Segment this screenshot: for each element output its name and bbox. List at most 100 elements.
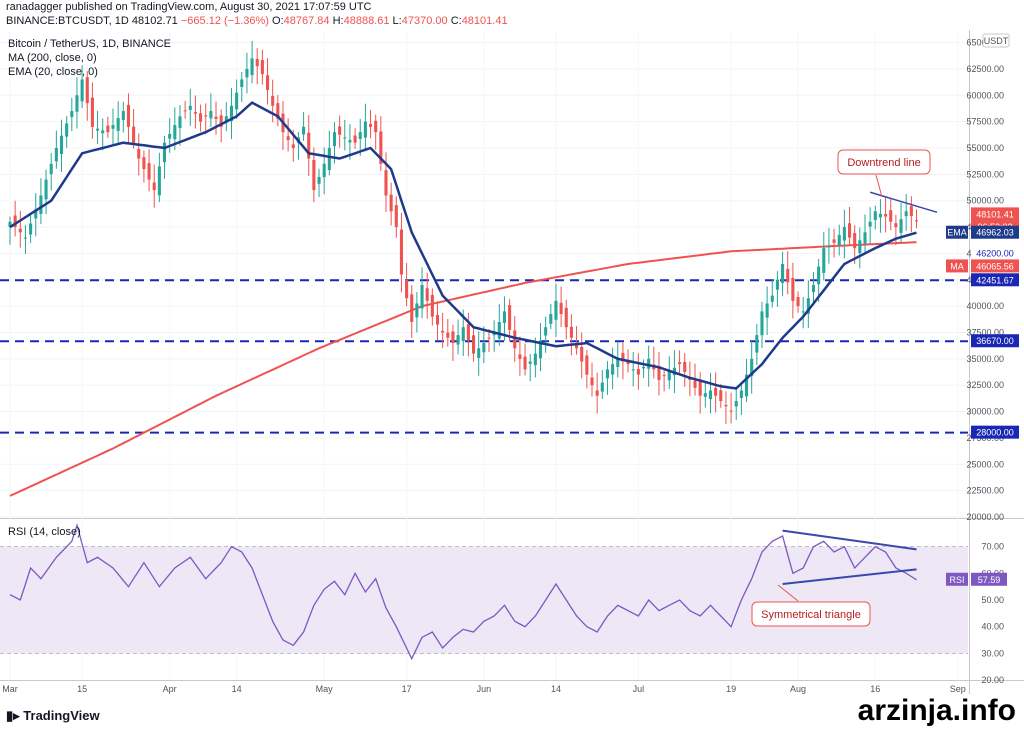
tv-logo-text: TradingView <box>23 708 100 723</box>
candle-body <box>430 295 434 317</box>
candle-body <box>327 147 331 171</box>
candle-body <box>142 157 146 170</box>
price-tick-label: 50000.00 <box>966 196 1004 206</box>
candle-body <box>832 239 836 243</box>
candle-body <box>65 123 69 137</box>
time-tick-label: Jun <box>477 684 492 694</box>
candle-body <box>791 277 795 301</box>
candle-body <box>420 285 424 309</box>
candle-body <box>49 163 53 175</box>
candle-body <box>250 58 254 76</box>
candle-body <box>600 382 604 392</box>
candle-body <box>914 220 919 222</box>
price-tags: 48101.4106:52:0346962.0346200.0046065.56… <box>946 207 1019 586</box>
candle-body <box>549 314 553 324</box>
triangle-callout: Symmetrical triangle <box>751 584 871 627</box>
close-value: 48101.41 <box>461 15 508 27</box>
candle-body <box>322 163 326 178</box>
candle-body <box>837 234 841 246</box>
candle-body <box>394 205 398 228</box>
candle-body <box>904 211 908 217</box>
rsi-path <box>9 523 917 661</box>
triangle-callout-text: Symmetrical triangle <box>761 609 861 621</box>
rsi-tick-label: 70.00 <box>981 542 1004 552</box>
candle-body <box>621 352 625 362</box>
ma200-path <box>9 241 917 497</box>
time-tick-label: Aug <box>790 684 806 694</box>
candle-body <box>518 354 522 359</box>
candle-body <box>240 79 244 87</box>
candle-body <box>23 237 27 239</box>
time-tick-label: Mar <box>2 684 18 694</box>
price-tick-label: 22500.00 <box>966 486 1004 496</box>
price-tick-label: 52500.00 <box>966 169 1004 179</box>
candle-body <box>348 140 352 143</box>
price-tick-label: 20000.00 <box>966 512 1004 522</box>
candle-body <box>137 149 141 159</box>
candle-body <box>75 95 79 112</box>
triangle-lower-line <box>782 568 917 585</box>
candle-body <box>265 75 270 90</box>
candle-body <box>894 223 898 228</box>
chart-canvas[interactable]: 20000.0022500.0025000.0027500.0030000.00… <box>0 30 1024 700</box>
candle-body <box>647 358 651 369</box>
legend-rsi: RSI (14, close) <box>8 526 81 538</box>
candle-body <box>183 110 187 112</box>
candle-body <box>245 68 249 78</box>
candle-body <box>657 365 661 380</box>
candle-body <box>636 369 640 375</box>
level-42451-tag-bg <box>971 273 1019 287</box>
candle-body <box>39 195 43 214</box>
candle-body <box>157 166 161 196</box>
low-value: 47370.00 <box>401 15 448 27</box>
price-tick-label: 25000.00 <box>966 459 1004 469</box>
candle-body <box>59 135 64 155</box>
candle-body <box>399 229 403 275</box>
candle-body <box>585 355 589 375</box>
ma-value-tag-bg <box>971 259 1019 273</box>
price-legend: Bitcoin / TetherUS, 1D, BINANCE MA (200,… <box>8 37 171 79</box>
tradingview-logo[interactable]: ▮▸ TradingView <box>6 708 100 724</box>
ema-value-tag: 46962.03 <box>976 228 1014 238</box>
last-price: 48102.71 <box>131 15 178 27</box>
price-tick-label: 35000.00 <box>966 354 1004 364</box>
legend-ma: MA (200, close, 0) <box>8 52 97 64</box>
candle-body <box>29 223 33 235</box>
candle-body <box>13 215 17 228</box>
close-label: C: <box>450 15 462 27</box>
candle-body <box>384 170 388 196</box>
high-value: 48888.61 <box>343 15 390 27</box>
candle-body <box>111 125 115 129</box>
rsi-small-label: RSI <box>949 575 964 585</box>
candle-body <box>276 103 280 119</box>
candle-body <box>884 214 888 217</box>
candle-body <box>126 104 131 127</box>
rsi-small-label-bg <box>946 572 968 586</box>
candle-body <box>96 128 100 131</box>
candle-body <box>714 387 718 396</box>
ema-value-tag-bg <box>971 225 1019 239</box>
candle-body <box>724 405 728 407</box>
level-36670-tag-bg <box>971 334 1019 348</box>
candle-body <box>44 179 48 200</box>
candle-body <box>873 211 877 221</box>
time-tick-label: May <box>316 684 334 694</box>
candle-body <box>291 144 295 148</box>
candle-body <box>616 358 620 367</box>
candle-body <box>817 266 821 285</box>
downtrend-callout-text: Downtrend line <box>847 157 920 169</box>
candle-body <box>719 390 723 402</box>
candle-body <box>528 361 532 364</box>
candle-body <box>132 126 136 143</box>
candle-body <box>806 298 810 314</box>
candle-body <box>451 331 455 344</box>
candle-body <box>358 132 362 139</box>
price-tick-label: 62500.00 <box>966 64 1004 74</box>
time-tick-label: 15 <box>77 684 87 694</box>
candle-body <box>260 59 264 75</box>
candle-body <box>235 92 239 110</box>
candle-body <box>590 377 594 386</box>
level-28000-tag: 28000.00 <box>976 428 1014 438</box>
level-42451-tag: 42451.67 <box>976 275 1014 285</box>
candle-body <box>34 209 38 219</box>
